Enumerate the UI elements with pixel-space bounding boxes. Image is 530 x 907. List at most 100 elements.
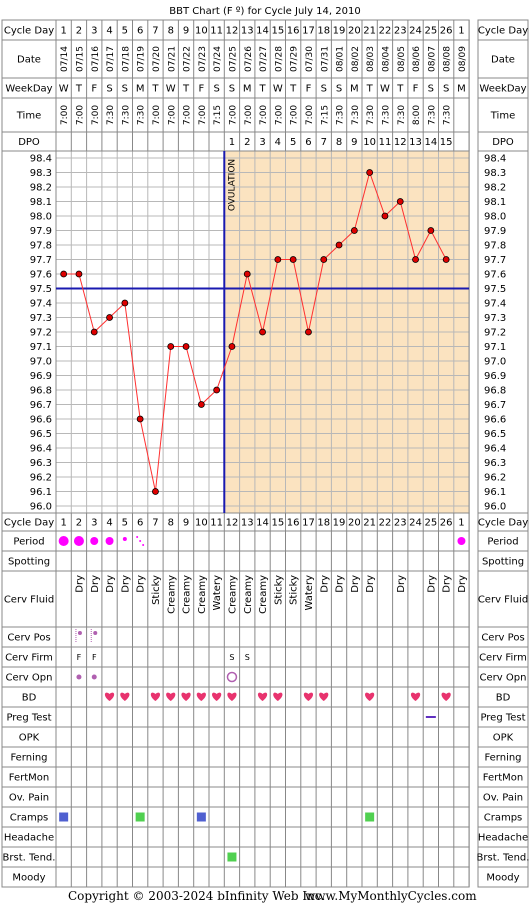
cycle-day-label: 19 xyxy=(333,26,346,37)
bd-heart-icon xyxy=(273,692,283,701)
date-label: 08/06 xyxy=(412,46,422,72)
cerv-opn-right-label: Cerv Opn xyxy=(480,673,527,684)
y-tick-label-left: 98.3 xyxy=(30,168,52,179)
bd-heart-icon xyxy=(365,692,375,701)
y-tick-label-right: 98.1 xyxy=(484,197,506,208)
brst-tend-right-label: Brst. Tend. xyxy=(477,853,530,864)
cramps-right-label: Cramps xyxy=(484,813,523,824)
y-tick-label-left: 97.2 xyxy=(30,328,52,339)
cerv-fluid-label: Dry xyxy=(457,575,468,593)
cerv-opn-left-label: Cerv Opn xyxy=(6,673,53,684)
y-tick-label-left: 97.6 xyxy=(30,270,52,281)
weekday-label: T xyxy=(396,84,404,95)
temperature-point xyxy=(366,169,374,176)
y-tick-label-left: 96.8 xyxy=(30,386,52,397)
weekday-label: S xyxy=(443,84,449,95)
y-tick-label-left: 96.4 xyxy=(30,444,52,455)
period-spot-mark xyxy=(142,544,145,546)
y-tick-label-left: 96.6 xyxy=(30,415,52,426)
cycle-day-label: 1 xyxy=(60,26,66,37)
dpo-label: 4 xyxy=(275,137,281,148)
cycle-day-label: 12 xyxy=(226,26,239,37)
temperature-point xyxy=(442,256,450,263)
y-tick-label-left: 96.5 xyxy=(30,429,52,440)
temperature-point xyxy=(412,256,419,263)
cycle-day-label: 26 xyxy=(440,26,453,37)
dpo-right-label: DPO xyxy=(492,137,514,148)
time-label: 7:30 xyxy=(443,105,453,125)
preg-test-left-label: Preg Test xyxy=(6,713,51,724)
dpo-label: 15 xyxy=(440,137,453,148)
time-label: 7:15 xyxy=(320,105,330,125)
weekday-label: W xyxy=(380,84,390,95)
dpo-label: 10 xyxy=(363,137,376,148)
cycle-day-bottom-label: 6 xyxy=(137,518,143,529)
date-label: 07/15 xyxy=(75,46,85,72)
cerv-fluid-label: Creamy xyxy=(166,575,177,614)
bd-heart-icon xyxy=(441,692,451,701)
cycle-day-bottom-label: 21 xyxy=(363,518,376,529)
footer-copyright: Copyright © 2003-2024 bInfinity Web Inc. xyxy=(68,889,325,903)
y-tick-label-right: 97.9 xyxy=(484,226,506,237)
bd-right-label: BD xyxy=(496,693,511,704)
weekday-label: T xyxy=(151,84,159,95)
dpo-label: 9 xyxy=(351,137,357,148)
cycle-day-label: 11 xyxy=(210,26,223,37)
date-label: 07/26 xyxy=(244,46,254,72)
date-label: 07/18 xyxy=(121,46,131,72)
cycle-day-bottom-label: 7 xyxy=(152,518,158,529)
weekday-label: F xyxy=(413,84,419,95)
preg-test-right-label: Preg Test xyxy=(480,713,525,724)
cerv-fluid-label: Dry xyxy=(426,575,437,593)
date-left-label: Date xyxy=(17,55,41,66)
weekday-label: T xyxy=(182,84,190,95)
dpo-label: 12 xyxy=(394,137,407,148)
moody-right-label: Moody xyxy=(486,873,519,884)
temperature-point xyxy=(167,343,175,350)
cycle-day-label: 25 xyxy=(424,26,437,37)
headache-right-label: Headache xyxy=(478,833,528,844)
y-tick-label-right: 98.4 xyxy=(484,154,506,165)
ovulation-label: OVULATION xyxy=(227,159,237,211)
temperature-point xyxy=(121,299,129,307)
temperature-point xyxy=(243,270,251,278)
temperature-point xyxy=(60,270,68,278)
cerv-firm-left-label: Cerv Firm xyxy=(5,653,53,664)
bd-heart-icon xyxy=(212,692,222,701)
time-label: 7:00 xyxy=(167,105,177,125)
cerv-fluid-label: Creamy xyxy=(227,575,238,614)
temperature-point xyxy=(106,314,113,321)
weekday-label: W xyxy=(166,84,176,95)
time-label: 7:30 xyxy=(351,105,361,125)
y-tick-label-right: 98.3 xyxy=(484,168,506,179)
y-tick-label-left: 96.7 xyxy=(30,400,52,411)
cramps-left-label: Cramps xyxy=(10,813,49,824)
period-right-label: Period xyxy=(487,537,518,548)
cycle-day-label: 17 xyxy=(302,26,315,37)
cycle-day-label: 18 xyxy=(317,26,330,37)
y-tick-label-left: 97.0 xyxy=(30,357,52,368)
y-tick-label-right: 97.2 xyxy=(484,328,506,339)
bd-heart-icon xyxy=(150,692,161,701)
y-tick-label-left: 97.7 xyxy=(30,255,52,266)
cycle-day-label: 7 xyxy=(152,26,158,37)
cycle-day-bottom-label: 20 xyxy=(348,518,361,529)
period-left-label: Period xyxy=(13,537,44,548)
date-label: 08/03 xyxy=(366,46,376,72)
time-left-label: Time xyxy=(16,111,41,122)
y-tick-label-left: 96.2 xyxy=(30,473,52,484)
time-label: 7:00 xyxy=(60,105,70,125)
cycle-day-label: 1 xyxy=(458,26,464,37)
cycle-day-bottom-label: 15 xyxy=(271,518,284,529)
dpo-label: 2 xyxy=(244,137,250,148)
date-label: 07/27 xyxy=(259,46,269,72)
period-heavy-mark xyxy=(73,536,84,546)
opk-left-label: OPK xyxy=(19,733,40,744)
date-label: 07/19 xyxy=(137,46,147,72)
time-label: 7:30 xyxy=(366,105,376,125)
y-tick-label-right: 97.0 xyxy=(484,357,506,368)
temperature-point xyxy=(136,415,144,423)
cycle-day-bottom-label: 25 xyxy=(424,518,437,529)
